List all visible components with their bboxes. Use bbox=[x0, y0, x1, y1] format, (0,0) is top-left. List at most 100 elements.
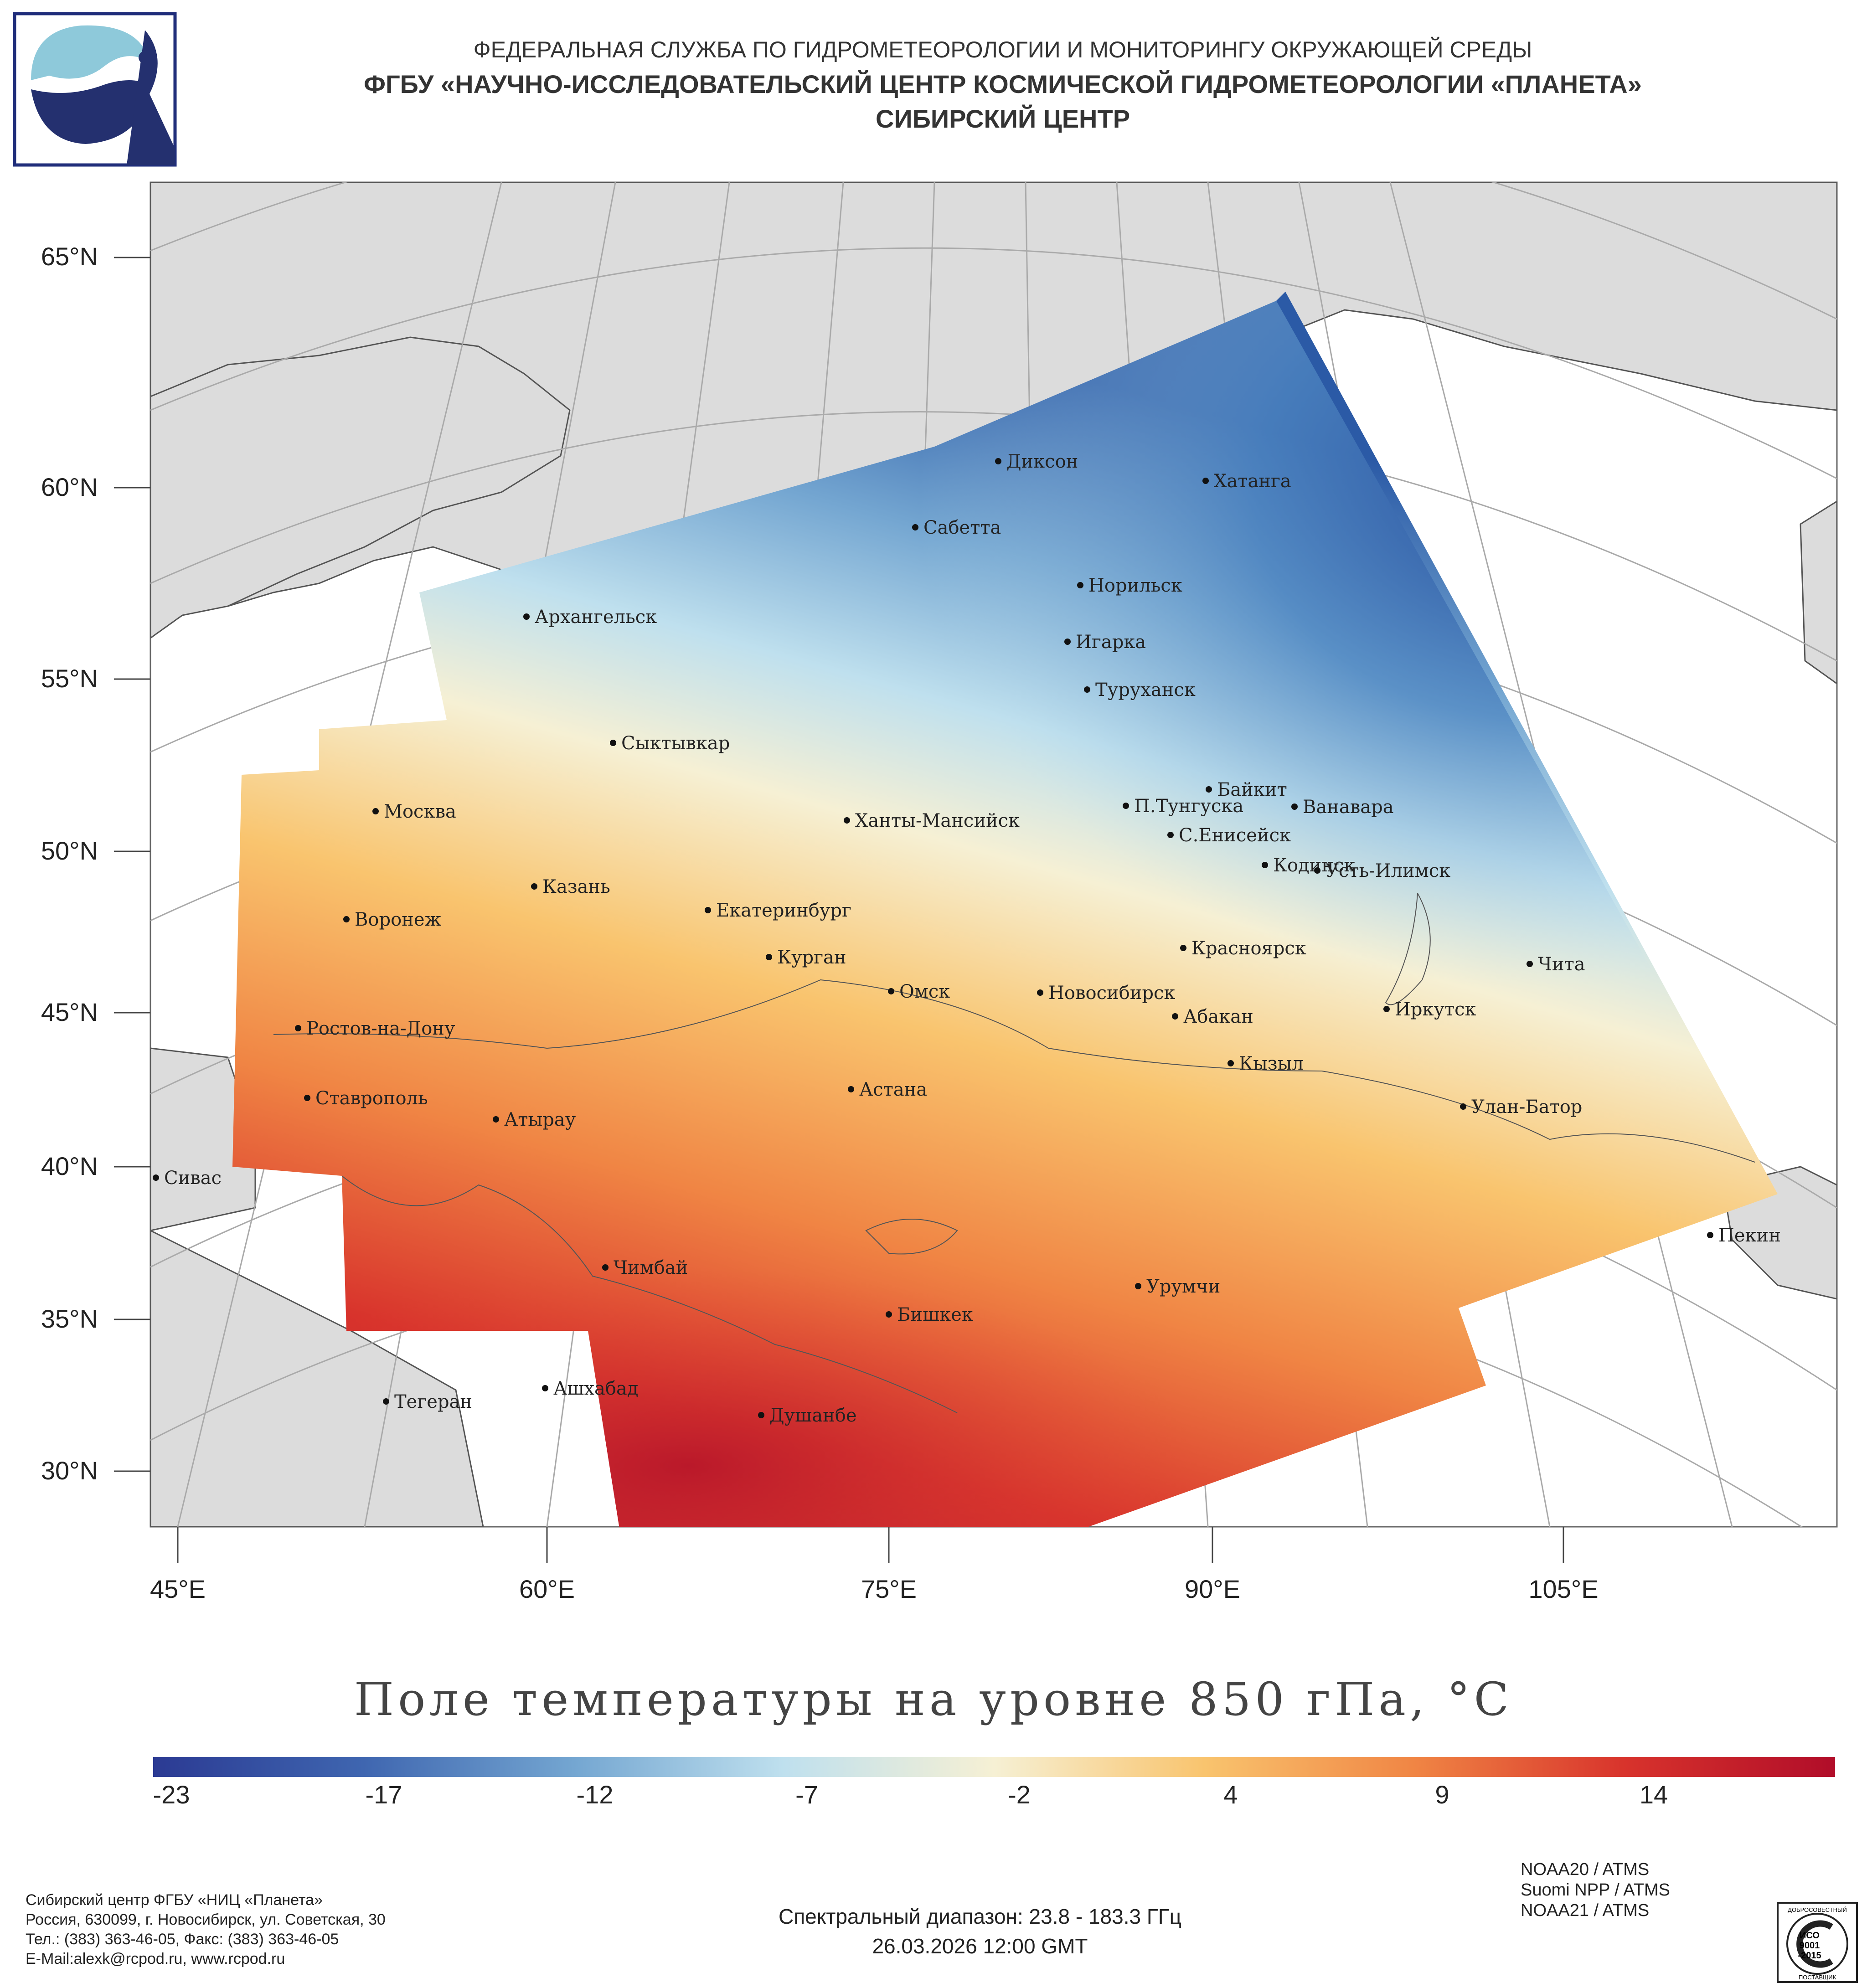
legend-title: Поле температуры на уровне 850 гПа, °C bbox=[354, 1673, 1513, 1726]
city-marker bbox=[886, 1311, 892, 1318]
city-label: Усть-Илимск bbox=[1325, 860, 1450, 881]
city-marker bbox=[1314, 867, 1320, 874]
city-marker bbox=[383, 1398, 389, 1405]
iso-certification-badge: ДОБРОСОВЕСТНЫЙ ИСО 9001 -2015 ПОСТАВЩИК bbox=[1777, 1902, 1858, 1983]
city-marker bbox=[1707, 1232, 1713, 1238]
city-marker bbox=[1383, 1006, 1390, 1012]
city-label: Ашхабад bbox=[553, 1378, 638, 1399]
country-borders bbox=[273, 893, 1755, 1413]
city-marker bbox=[153, 1174, 159, 1181]
lon-label-45: 45°E bbox=[150, 1575, 206, 1603]
city-marker bbox=[1262, 862, 1268, 868]
header-institute: ФГБУ «НАУЧНО-ИССЛЕДОВАТЕЛЬСКИЙ ЦЕНТР КОС… bbox=[364, 70, 1642, 98]
observation-datetime: 26.03.2026 12:00 GMT bbox=[872, 1934, 1088, 1958]
axis-ticks bbox=[114, 257, 1564, 1563]
city-label: Тегеран bbox=[394, 1391, 472, 1412]
kamchatka-land bbox=[1800, 500, 1837, 685]
city-marker bbox=[1172, 1013, 1178, 1020]
city-marker bbox=[1084, 686, 1090, 693]
colorbar-tick: 4 bbox=[1223, 1780, 1238, 1809]
city-label: Туруханск bbox=[1095, 680, 1196, 700]
city-label: Улан-Батор bbox=[1471, 1097, 1582, 1118]
city-marker bbox=[542, 1385, 548, 1391]
colorbar-tick: -12 bbox=[576, 1780, 614, 1809]
city-label: Екатеринбург bbox=[716, 900, 851, 921]
city-label: Сабетта bbox=[923, 517, 1001, 538]
iran-land bbox=[150, 1230, 484, 1527]
turkey-land bbox=[150, 1047, 256, 1231]
lat-label-65: 65°N bbox=[41, 242, 98, 271]
city-label: Чита bbox=[1538, 954, 1585, 975]
lon-label-90: 90°E bbox=[1184, 1575, 1241, 1603]
city-label: Байкит bbox=[1217, 779, 1287, 800]
city-label: Сыктывкар bbox=[621, 733, 730, 754]
colorbar-tick: -7 bbox=[795, 1780, 818, 1809]
cold-anomaly bbox=[661, 301, 1778, 1194]
city-label: П.Тунгуска bbox=[1134, 796, 1243, 817]
satellite-list: NOAA20 / ATMS Suomi NPP / ATMS NOAA21 / … bbox=[1521, 1859, 1670, 1921]
city-marker bbox=[493, 1116, 499, 1123]
city-marker bbox=[1135, 1283, 1141, 1289]
city-marker bbox=[304, 1095, 310, 1101]
lon-label-75: 75°E bbox=[861, 1575, 917, 1603]
city-marker bbox=[1037, 989, 1043, 996]
svg-text:ИСО: ИСО bbox=[1800, 1931, 1820, 1941]
colorbar-tick: -23 bbox=[153, 1780, 190, 1809]
city-label: Казань bbox=[542, 876, 610, 897]
city-marker bbox=[1064, 639, 1071, 645]
city-label: Астана bbox=[859, 1079, 927, 1100]
city-label: Норильск bbox=[1088, 575, 1182, 596]
city-label: Курган bbox=[777, 947, 846, 968]
city-label: Воронеж bbox=[355, 909, 441, 930]
footer-org-line: Тел.: (383) 363-46-05, Факс: (383) 363-4… bbox=[26, 1931, 339, 1948]
city-label: Ставрополь bbox=[315, 1088, 428, 1109]
footer-org-line: Сибирский центр ФГБУ «НИЦ «Планета» bbox=[26, 1891, 323, 1909]
city-label: Хатанга bbox=[1214, 471, 1291, 492]
city-label: Новосибирск bbox=[1048, 983, 1175, 1004]
city-marker bbox=[888, 988, 894, 994]
colorbar bbox=[153, 1757, 1835, 1777]
lat-label-30: 30°N bbox=[41, 1456, 98, 1485]
city-label: Иркутск bbox=[1395, 999, 1476, 1020]
satellite-item: NOAA21 / ATMS bbox=[1521, 1901, 1650, 1920]
svg-text:-2015: -2015 bbox=[1798, 1951, 1821, 1961]
city-marker bbox=[1206, 786, 1212, 793]
city-marker bbox=[1180, 945, 1186, 951]
city-label: Ростов-на-Дону bbox=[306, 1018, 455, 1039]
colorbar-tick: 14 bbox=[1639, 1780, 1668, 1809]
city-marker bbox=[705, 907, 711, 913]
lat-label-50: 50°N bbox=[41, 836, 98, 865]
city-label: Урумчи bbox=[1146, 1276, 1220, 1297]
city-label: Ванавара bbox=[1303, 797, 1394, 818]
city-label: Ханты-Мансийск bbox=[855, 810, 1020, 831]
city-label: Чимбай bbox=[614, 1257, 688, 1278]
city-label: Омск bbox=[899, 981, 950, 1002]
scandinavia-land bbox=[150, 336, 571, 639]
city-label: Кодинск bbox=[1273, 855, 1355, 876]
lat-label-45: 45°N bbox=[41, 998, 98, 1026]
city-marker bbox=[995, 458, 1001, 464]
city-marker bbox=[848, 1086, 854, 1092]
city-marker bbox=[844, 817, 850, 824]
header-agency: ФЕДЕРАЛЬНАЯ СЛУЖБА ПО ГИДРОМЕТЕОРОЛОГИИ … bbox=[473, 37, 1532, 62]
city-label: Архангельск bbox=[535, 607, 657, 628]
city-marker bbox=[766, 954, 772, 960]
city-label: Душанбе bbox=[769, 1405, 857, 1426]
city-label: С.Енисейск bbox=[1179, 825, 1291, 846]
city-marker bbox=[1527, 961, 1533, 967]
city-marker bbox=[1227, 1060, 1234, 1066]
city-marker bbox=[295, 1025, 301, 1031]
city-marker bbox=[758, 1412, 764, 1418]
colorbar-tick: -2 bbox=[1008, 1780, 1031, 1809]
city-marker bbox=[602, 1264, 609, 1271]
satellite-item: Suomi NPP / ATMS bbox=[1521, 1880, 1671, 1900]
city-label: Кызыл bbox=[1239, 1053, 1304, 1074]
satellite-item: NOAA20 / ATMS bbox=[1521, 1860, 1650, 1879]
city-marker bbox=[343, 916, 350, 922]
city-label: Диксон bbox=[1006, 451, 1078, 472]
city-marker bbox=[1167, 832, 1174, 838]
lat-label-40: 40°N bbox=[41, 1152, 98, 1180]
city-marker bbox=[1460, 1103, 1466, 1110]
city-marker bbox=[1202, 478, 1209, 484]
